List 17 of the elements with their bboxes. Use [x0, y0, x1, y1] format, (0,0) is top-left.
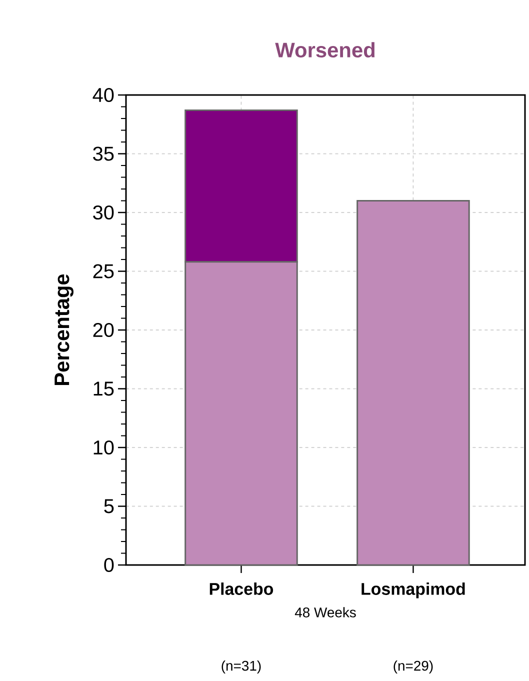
- y-tick-label: 35: [93, 146, 114, 161]
- y-tick-label: 40: [92, 88, 114, 102]
- y-tick-label: 5: [104, 499, 114, 514]
- x-axis-title: 48 Weeks: [294, 607, 356, 618]
- x-tick-label: Losmapimod: [362, 582, 465, 598]
- y-tick-label: 10: [94, 440, 114, 455]
- text: (n=29): [394, 660, 433, 674]
- y-tick-label: 15: [94, 382, 114, 396]
- y-tick-label: 25: [93, 264, 114, 278]
- x-tick-label: Placebo: [210, 582, 274, 595]
- y-tick-label: 0: [104, 558, 114, 572]
- chart-title: Worsened: [275, 42, 374, 58]
- y-axis-title: Percentage: [54, 274, 74, 385]
- text: (n=31): [222, 660, 261, 674]
- y-tick-label: 20: [93, 322, 114, 338]
- y-tick-label: 30: [93, 205, 114, 220]
- bar: [356, 200, 470, 566]
